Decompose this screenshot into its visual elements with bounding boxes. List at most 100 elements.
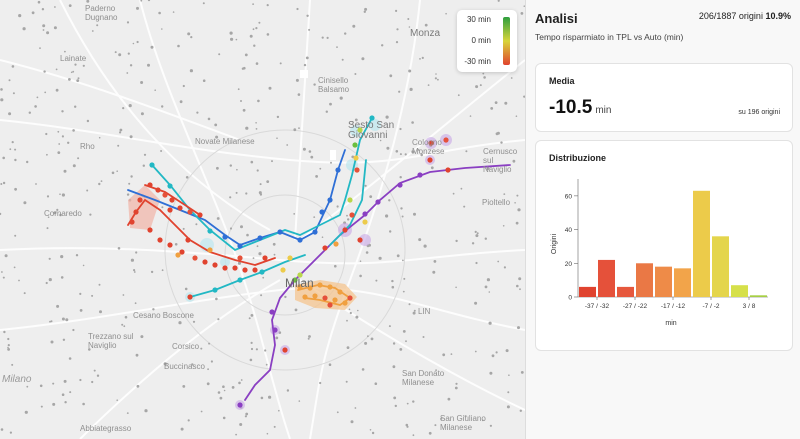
map-texture-dot xyxy=(391,279,394,283)
origin-dot[interactable] xyxy=(202,259,208,265)
histogram-bar[interactable] xyxy=(750,295,767,297)
origin-dot[interactable] xyxy=(167,183,173,189)
origin-dot[interactable] xyxy=(179,249,185,255)
origin-dot[interactable] xyxy=(175,252,181,258)
origin-dot[interactable] xyxy=(237,277,243,283)
origin-dot[interactable] xyxy=(397,182,403,188)
origin-dot[interactable] xyxy=(369,115,375,121)
origin-dot[interactable] xyxy=(333,241,339,247)
origin-dot[interactable] xyxy=(222,265,228,271)
origin-dot[interactable] xyxy=(327,284,333,290)
origin-dot[interactable] xyxy=(192,255,198,261)
origin-dot[interactable] xyxy=(262,255,268,261)
origin-dot[interactable] xyxy=(212,262,218,268)
origin-dot[interactable] xyxy=(187,209,193,215)
origin-dot[interactable] xyxy=(167,207,173,213)
origin-dot[interactable] xyxy=(317,282,323,288)
histogram-bar[interactable] xyxy=(674,268,691,297)
origin-dot[interactable] xyxy=(362,219,368,225)
map[interactable]: Monza Lainate Paderno Dugnano Cinisello … xyxy=(0,0,525,439)
histogram-bar[interactable] xyxy=(712,236,729,297)
origin-dot[interactable] xyxy=(232,265,238,271)
origin-dot[interactable] xyxy=(352,142,358,148)
origin-dot[interactable] xyxy=(335,167,341,173)
origin-dot[interactable] xyxy=(147,227,153,233)
origin-dot[interactable] xyxy=(445,167,451,173)
map-texture-dot xyxy=(454,386,458,390)
origin-dot[interactable] xyxy=(347,295,353,301)
origin-dot[interactable] xyxy=(133,209,139,215)
origin-dot[interactable] xyxy=(155,187,161,193)
origin-dot[interactable] xyxy=(212,287,218,293)
histogram-bar[interactable] xyxy=(693,190,710,297)
origin-dot[interactable] xyxy=(362,211,368,217)
origin-dot[interactable] xyxy=(353,155,359,161)
origin-dot[interactable] xyxy=(197,212,203,218)
origin-dot[interactable] xyxy=(312,229,318,235)
origin-dot[interactable] xyxy=(277,229,283,235)
origin-dot[interactable] xyxy=(292,277,298,283)
origin-dot[interactable] xyxy=(322,295,328,301)
origin-dot[interactable] xyxy=(162,192,168,198)
origin-dot[interactable] xyxy=(237,402,243,408)
origin-dot[interactable] xyxy=(167,242,173,248)
origin-dot[interactable] xyxy=(149,162,155,168)
origin-dot[interactable] xyxy=(375,199,381,205)
origin-dot[interactable] xyxy=(312,293,318,299)
origin-dot[interactable] xyxy=(337,289,343,295)
histogram-bar[interactable] xyxy=(598,259,615,297)
origin-dot[interactable] xyxy=(297,284,303,290)
origin-dot[interactable] xyxy=(427,157,433,163)
origin-dot[interactable] xyxy=(417,172,423,178)
origin-dot[interactable] xyxy=(428,140,434,146)
origin-dot[interactable] xyxy=(307,285,313,291)
distribution-card: Distribuzione 0 20 40 60 -37 / -32 -27 / -22… xyxy=(535,140,793,351)
origin-dot[interactable] xyxy=(342,300,348,306)
origin-dot[interactable] xyxy=(207,228,213,234)
origin-dot[interactable] xyxy=(357,127,363,133)
map-canvas[interactable] xyxy=(0,0,525,439)
origin-dot[interactable] xyxy=(177,205,183,211)
origin-dot[interactable] xyxy=(129,219,135,225)
origin-dot[interactable] xyxy=(354,167,360,173)
origin-dot[interactable] xyxy=(319,209,325,215)
histogram-bar[interactable] xyxy=(655,266,672,297)
origin-dot[interactable] xyxy=(269,309,275,315)
origin-dot[interactable] xyxy=(297,237,303,243)
origin-dot[interactable] xyxy=(332,297,338,303)
origin-dot[interactable] xyxy=(349,212,355,218)
origin-dot[interactable] xyxy=(147,182,153,188)
origin-dot[interactable] xyxy=(252,267,258,273)
origin-dot[interactable] xyxy=(237,243,243,249)
map-texture-dot xyxy=(401,215,404,218)
origin-dot[interactable] xyxy=(222,234,228,240)
origin-dot[interactable] xyxy=(327,197,333,203)
origin-dot[interactable] xyxy=(257,235,263,241)
origin-dot[interactable] xyxy=(137,197,143,203)
origin-dot[interactable] xyxy=(322,245,328,251)
origin-dot[interactable] xyxy=(327,302,333,308)
histogram-bar[interactable] xyxy=(731,285,748,297)
origin-dot[interactable] xyxy=(297,272,303,278)
histogram-bar[interactable] xyxy=(579,286,596,297)
histogram-bar[interactable] xyxy=(617,286,634,297)
map-texture-dot xyxy=(22,27,26,31)
origin-dot[interactable] xyxy=(342,227,348,233)
origin-dot[interactable] xyxy=(207,247,213,253)
origin-dot[interactable] xyxy=(282,347,288,353)
histogram-bar[interactable] xyxy=(636,263,653,297)
origin-dot[interactable] xyxy=(347,197,353,203)
origin-dot[interactable] xyxy=(187,294,193,300)
origin-dot[interactable] xyxy=(242,267,248,273)
origin-dot[interactable] xyxy=(280,267,286,273)
origin-dot[interactable] xyxy=(287,255,293,261)
origin-dot[interactable] xyxy=(357,237,363,243)
origin-dot[interactable] xyxy=(237,255,243,261)
origin-dot[interactable] xyxy=(443,137,449,143)
origin-dot[interactable] xyxy=(169,197,175,203)
origin-dot[interactable] xyxy=(157,237,163,243)
origin-dot[interactable] xyxy=(272,327,278,333)
origin-dot[interactable] xyxy=(259,269,265,275)
origin-dot[interactable] xyxy=(185,237,191,243)
origin-dot[interactable] xyxy=(302,294,308,300)
